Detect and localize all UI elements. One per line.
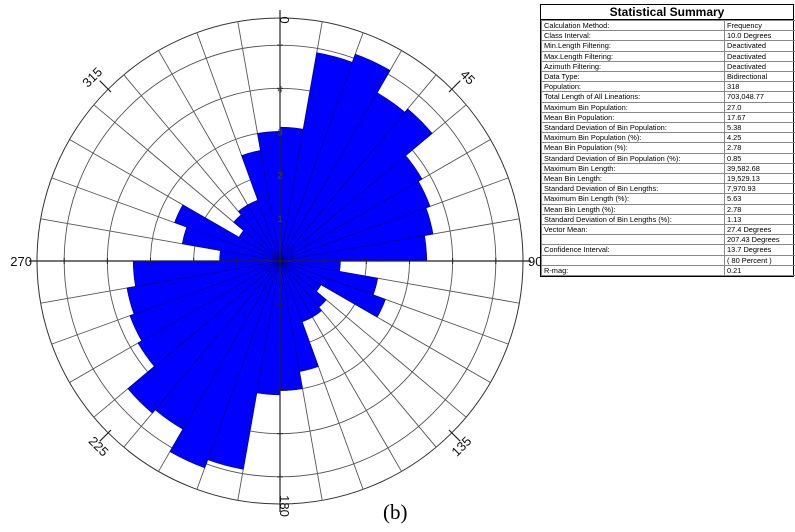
summary-row: ( 80 Percent ) <box>542 255 795 265</box>
summary-value: 7,970.93 <box>725 184 795 194</box>
summary-value: 2.78 <box>725 204 795 214</box>
summary-value: ( 80 Percent ) <box>725 255 795 265</box>
summary-value: 207.43 Degrees <box>725 235 795 245</box>
summary-label: Calculation Method: <box>542 21 725 31</box>
summary-row: Data Type: Bidirectional <box>542 72 795 82</box>
summary-row: Standard Deviation of Bin Lengths (%): 1.… <box>542 214 795 224</box>
summary-label: Data Type: <box>542 72 725 82</box>
summary-label: Standard Deviation of Bin Lengths (%): <box>542 214 725 224</box>
summary-label: R-mag: <box>542 265 725 275</box>
summary-value: 5.63 <box>725 194 795 204</box>
summary-label: Class Interval: <box>542 31 725 41</box>
summary-label: Mean Bin Length (%): <box>542 204 725 214</box>
summary-label: Standard Deviation of Bin Population (%)… <box>542 153 725 163</box>
ring-value-label: 2 <box>277 171 282 181</box>
summary-value: 318 <box>725 82 795 92</box>
summary-value: 4.25 <box>725 133 795 143</box>
summary-row: Standard Deviation of Bin Population (%)… <box>542 153 795 163</box>
summary-value: 0.21 <box>725 265 795 275</box>
summary-value: 0.85 <box>725 153 795 163</box>
summary-row: R-mag: 0.21 <box>542 265 795 275</box>
degree-label: 45 <box>457 67 478 88</box>
summary-grid: Calculation Method: Frequency Class Interv… <box>541 20 795 276</box>
ring-value-label: 3 <box>277 128 282 138</box>
summary-label: Maximum Bin Population (%): <box>542 133 725 143</box>
rose-diagram: 4 3 2 1 0 45 90 135 180 225 270 315 <box>0 0 540 532</box>
summary-value: 13.7 Degrees <box>725 245 795 255</box>
summary-row: Min.Length Filtering: Deactivated <box>542 41 795 51</box>
summary-label: Vector Mean: <box>542 225 725 235</box>
summary-row: Maximum Bin Length: 39,582.68 <box>542 163 795 173</box>
summary-value: 39,582.68 <box>725 163 795 173</box>
degree-label: 90 <box>528 254 540 269</box>
summary-row: Population: 318 <box>542 82 795 92</box>
summary-value: 703,048.77 <box>725 92 795 102</box>
statistical-summary-table: Statistical Summary Calculation Method: F… <box>540 4 794 277</box>
summary-label: Azimuth Filtering: <box>542 61 725 71</box>
summary-value: 27.0 <box>725 102 795 112</box>
summary-value: Bidirectional <box>725 72 795 82</box>
summary-row: Confidence Interval: 13.7 Degrees <box>542 245 795 255</box>
summary-row: Mean Bin Length: 19,529.13 <box>542 174 795 184</box>
summary-value: 19,529.13 <box>725 174 795 184</box>
summary-row: Total Length of All Lineations: 703,048.7… <box>542 92 795 102</box>
degree-label: 225 <box>86 433 112 459</box>
degree-label: 180 <box>277 495 292 517</box>
summary-label: Mean Bin Population (%): <box>542 143 725 153</box>
summary-value: 2.78 <box>725 143 795 153</box>
summary-label: Population: <box>542 82 725 92</box>
summary-row: Calculation Method: Frequency <box>542 21 795 31</box>
summary-row: Mean Bin Population (%): 2.78 <box>542 143 795 153</box>
summary-label: Min.Length Filtering: <box>542 41 725 51</box>
summary-body: Calculation Method: Frequency Class Interv… <box>542 21 795 276</box>
summary-value: 17.67 <box>725 112 795 122</box>
summary-label: Confidence Interval: <box>542 245 725 255</box>
degree-label: 270 <box>10 254 32 269</box>
summary-row: Azimuth Filtering: Deactivated <box>542 61 795 71</box>
ring-value-label: 4 <box>277 84 282 94</box>
summary-label: Standard Deviation of Bin Population: <box>542 123 725 133</box>
summary-row: Mean Bin Population: 17.67 <box>542 112 795 122</box>
summary-value: Deactivated <box>725 51 795 61</box>
diagonal-tick <box>449 81 460 92</box>
degree-label: 0 <box>277 16 292 23</box>
summary-value: Deactivated <box>725 61 795 71</box>
summary-row: Class Interval: 10.0 Degrees <box>542 31 795 41</box>
summary-value: 27.4 Degrees <box>725 225 795 235</box>
summary-label: Maximum Bin Length: <box>542 163 725 173</box>
ring-value-label: 1 <box>277 214 282 224</box>
summary-value: 1.13 <box>725 214 795 224</box>
summary-label <box>542 255 725 265</box>
summary-value: 5.38 <box>725 123 795 133</box>
summary-row: Standard Deviation of Bin Population: 5.3… <box>542 123 795 133</box>
degree-label: 315 <box>79 64 105 90</box>
summary-label: Max.Length Filtering: <box>542 51 725 61</box>
summary-title: Statistical Summary <box>541 5 793 20</box>
summary-value: Frequency <box>725 21 795 31</box>
summary-label <box>542 235 725 245</box>
summary-row: 207.43 Degrees <box>542 235 795 245</box>
summary-label: Maximum Bin Population: <box>542 102 725 112</box>
summary-row: Maximum Bin Population (%): 4.25 <box>542 133 795 143</box>
summary-value: Deactivated <box>725 41 795 51</box>
summary-row: Maximum Bin Population: 27.0 <box>542 102 795 112</box>
summary-row: Maximum Bin Length (%): 5.63 <box>542 194 795 204</box>
summary-row: Mean Bin Length (%): 2.78 <box>542 204 795 214</box>
summary-row: Standard Deviation of Bin Lengths: 7,970.… <box>542 184 795 194</box>
diagonal-tick <box>100 81 111 92</box>
summary-label: Maximum Bin Length (%): <box>542 194 725 204</box>
summary-label: Mean Bin Population: <box>542 112 725 122</box>
summary-row: Vector Mean: 27.4 Degrees <box>542 225 795 235</box>
summary-label: Total Length of All Lineations: <box>542 92 725 102</box>
summary-label: Mean Bin Length: <box>542 174 725 184</box>
summary-row: Max.Length Filtering: Deactivated <box>542 51 795 61</box>
summary-value: 10.0 Degrees <box>725 31 795 41</box>
figure-caption: (b) <box>383 500 408 525</box>
degree-label: 135 <box>448 433 474 459</box>
summary-label: Standard Deviation of Bin Lengths: <box>542 184 725 194</box>
